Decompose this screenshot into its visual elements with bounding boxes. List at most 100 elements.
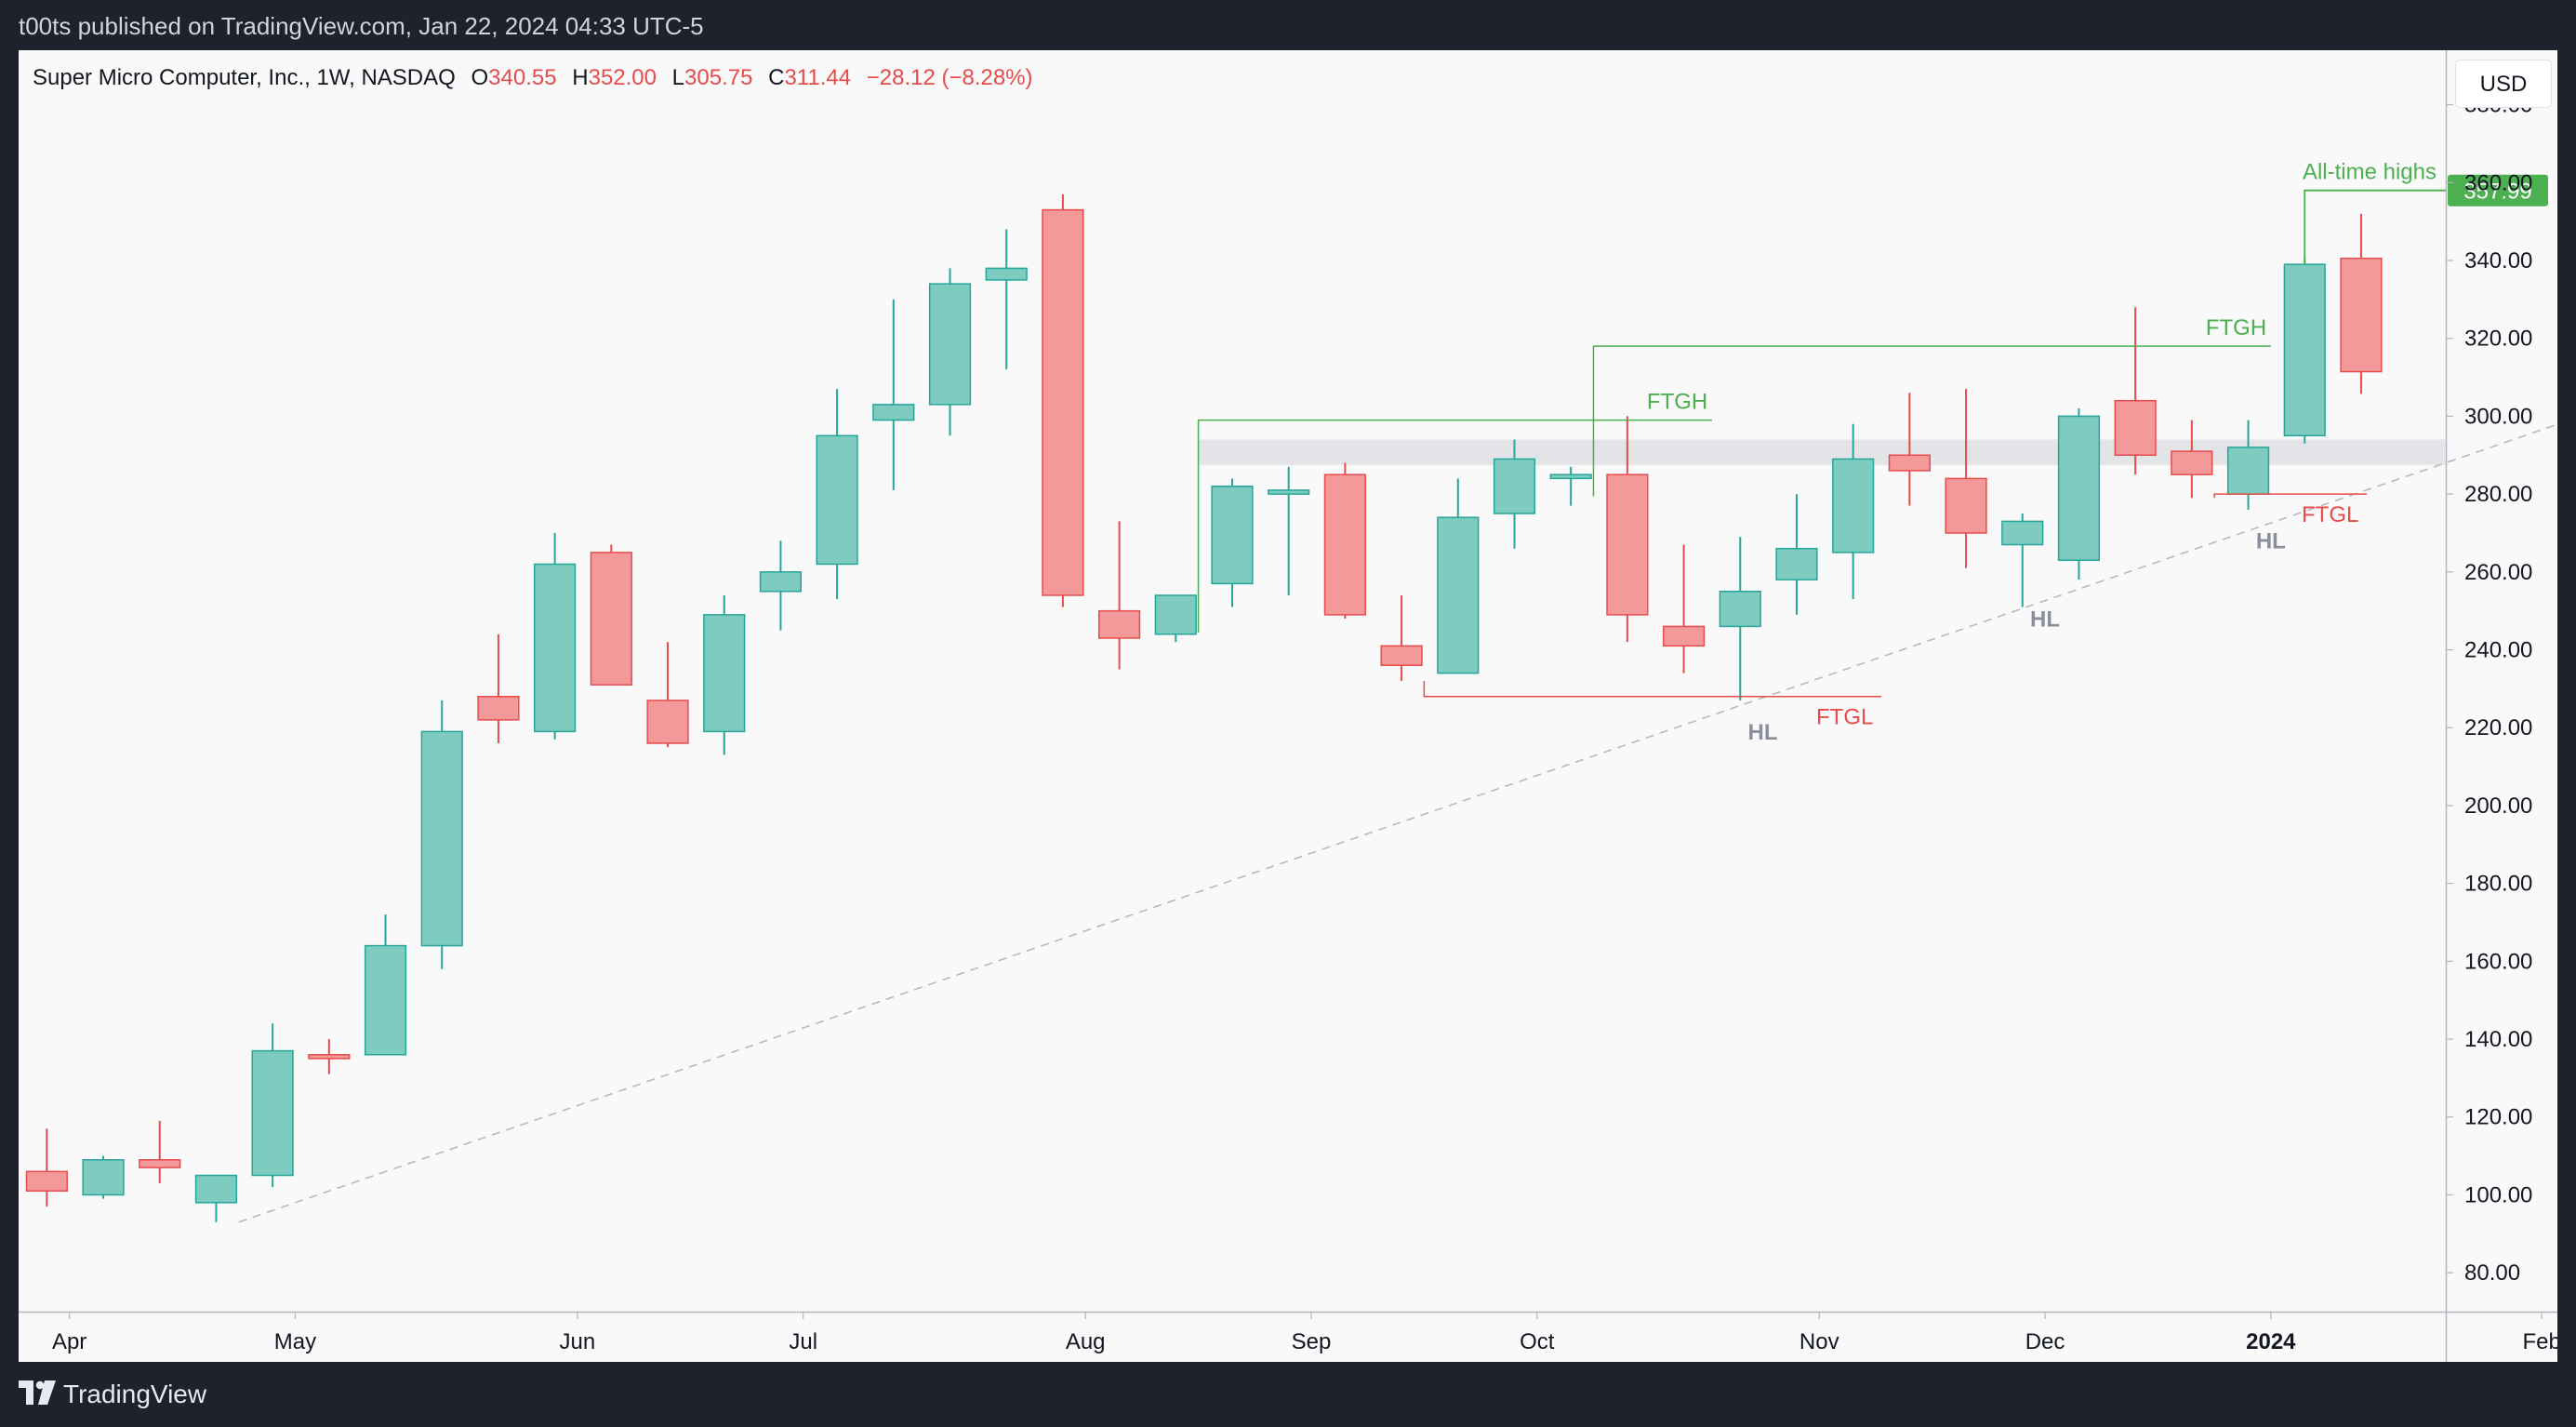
candle-body [703,614,746,733]
y-tick-label: 180.00 [2464,872,2532,897]
x-tick-label: Aug [1066,1329,1106,1354]
candle-body [1662,625,1706,647]
x-tick-label: Nov [1799,1329,1839,1354]
candle [1493,439,1536,549]
ath-line [2304,189,2446,265]
candle [1606,416,1649,643]
currency-button[interactable]: USD [2455,60,2552,108]
x-tick-label: Jun [560,1329,596,1354]
y-tick-label: 280.00 [2464,482,2532,507]
candle-body [2114,399,2157,457]
candle-body [2001,520,2044,546]
x-tick-label: Apr [52,1329,86,1354]
candle [759,540,803,631]
x-tick-label: 2024 [2246,1329,2296,1354]
x-tick-label: Jul [789,1329,817,1354]
candle-body [928,283,972,406]
ftgl-line [1423,681,1882,698]
low-label: L [671,65,685,90]
ftgl-label: FTGL [2302,502,2358,527]
change-value: −28.12 (−8.28%) [866,65,1033,90]
tradingview-logo-icon[interactable] [19,1380,60,1407]
candle-body [25,1170,68,1193]
hl-label: HL [2256,529,2286,554]
candle [703,594,746,755]
candle-body [139,1159,181,1168]
candle [251,1023,294,1188]
candle-body [1042,208,1084,596]
open-label: O [471,65,489,90]
candle-body [534,563,577,733]
candle-body [1098,609,1141,639]
candle-body [646,700,689,744]
candle [1832,423,1875,600]
ftgl-label: FTGL [1816,705,1873,730]
candle [928,268,972,436]
candle [1888,393,1931,506]
high-label: H [572,65,589,90]
candle [1154,594,1197,643]
ftgl-line [2213,493,2368,499]
y-tick-label: 200.00 [2464,794,2532,819]
symbol-title: Super Micro Computer, Inc., 1W, NASDAQ [33,65,456,90]
candle-body [194,1174,238,1204]
candle [1211,478,1254,607]
hl-label: HL [2030,607,2060,632]
y-tick-label: 120.00 [2464,1105,2532,1130]
y-tick-label: 100.00 [2464,1182,2532,1207]
y-tick-label: 340.00 [2464,248,2532,273]
y-tick-label: 260.00 [2464,560,2532,585]
candle-body [1832,458,1875,553]
candle-body [1549,473,1592,480]
chart-frame[interactable]: FTGH FTGH FTGL FTGL HL HL HL All-time highs 357.… [19,50,2557,1362]
candle-body [1154,594,1197,635]
candle-body [364,944,407,1056]
candle [646,642,689,748]
candle-body [2057,415,2101,562]
candle-body [2283,263,2326,437]
candle [1042,193,1084,607]
chart-background [19,50,2557,1362]
candle [1945,389,1987,568]
close-value: 311.44 [784,65,852,90]
y-tick-label: 360.00 [2464,170,2532,195]
y-tick-label: 240.00 [2464,638,2532,663]
candle [985,229,1028,370]
candle-body [759,571,803,593]
candle-body [420,730,463,947]
y-tick-label: 80.00 [2464,1260,2520,1286]
hl-label: HL [1748,720,1778,745]
candle-body [1437,516,1480,674]
candle [477,633,520,743]
y-tick-label: 140.00 [2464,1027,2532,1052]
candle-body [251,1049,294,1177]
ath-price-tag [2448,174,2548,207]
candle-body [2226,447,2270,495]
y-tick-label: 160.00 [2464,949,2532,974]
candle [1323,462,1366,620]
candle-body [477,695,520,721]
ath-price-label: 357.99 [2463,180,2531,205]
ftgh-line [1592,345,2271,497]
candle [1437,478,1480,674]
publish-info: t00ts published on TradingView.com, Jan … [19,12,704,40]
ftgh-label: FTGH [2206,315,2266,340]
candle [194,1174,238,1222]
y-tick-label: 300.00 [2464,404,2532,429]
candle [872,299,915,490]
candle-body [985,267,1028,281]
candle-body [1945,477,1987,534]
x-tick-label: May [274,1329,316,1354]
candle [590,544,632,686]
y-tick-label: 220.00 [2464,715,2532,740]
low-value: 305.75 [684,65,753,90]
close-label: C [768,65,785,90]
footer-bar: TradingView [0,1362,2576,1427]
candle-body [1775,547,1818,580]
candle [534,532,577,740]
x-tick-label: Feb [2523,1329,2557,1354]
candle [2226,420,2270,510]
candle [25,1128,68,1207]
tradingview-brand[interactable]: TradingView [63,1380,207,1408]
